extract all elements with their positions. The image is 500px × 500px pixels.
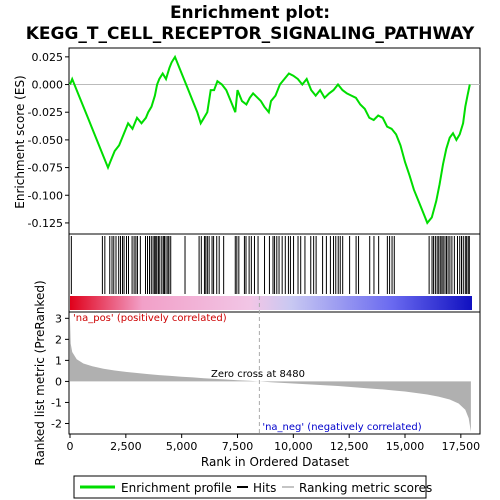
zero-cross-label: Zero cross at 8480	[211, 369, 305, 380]
x-axis-label: Rank in Ordered Dataset	[201, 455, 349, 469]
legend-metric-label: Ranking metric scores	[299, 481, 432, 495]
metric-panel-frame	[68, 311, 481, 435]
es-y-tick-label: 0.000	[32, 79, 64, 92]
positive-correlation-label: 'na_pos' (positively correlated)	[73, 313, 227, 324]
metric-y-tick-label: 3	[55, 312, 62, 325]
metric-y-axis: 3 2 1 0 -1 -2	[51, 312, 69, 430]
metric-y-tick-label: 1	[55, 354, 62, 367]
metric-y-tick-label: -1	[51, 396, 62, 409]
x-tick-label: 10,000	[274, 440, 313, 453]
es-y-tick-label: -0.100	[28, 189, 63, 202]
hits-panel	[68, 233, 481, 313]
legend-hits-label: Hits	[253, 481, 276, 495]
x-tick-label: 7,500	[222, 440, 254, 453]
metric-y-tick-label: -2	[51, 417, 62, 430]
metric-y-tick-label: 0	[55, 375, 62, 388]
es-y-axis: 0.025 0.000 -0.025 -0.050 -0.075 -0.100 -0.125	[28, 51, 69, 230]
legend-enrichment-label: Enrichment profile	[121, 481, 232, 495]
negative-correlation-label: 'na_neg' (negatively correlated)	[262, 422, 421, 433]
metric-y-tick-label: 2	[55, 333, 62, 346]
es-y-tick-label: -0.050	[28, 134, 63, 147]
x-tick-label: 0	[67, 440, 74, 453]
title-line-2: KEGG_T_CELL_RECEPTOR_SIGNALING_PATHWAY	[26, 24, 475, 44]
x-tick-label: 5,000	[166, 440, 198, 453]
es-y-tick-label: -0.025	[28, 106, 63, 119]
metric-panel: 3 2 1 0 -1 -2 'na_pos' (positively correlated…	[51, 296, 481, 435]
hit-lines	[70, 236, 470, 294]
title-line-1: Enrichment plot:	[170, 3, 330, 23]
legend-box	[73, 475, 427, 499]
x-axis: 0 2,500 5,000 7,500 10,000 12,500 15,000 17,500	[67, 434, 481, 453]
x-tick-label: 12,500	[330, 440, 369, 453]
x-tick-label: 2,500	[110, 440, 142, 453]
rank-color-bar	[70, 296, 472, 310]
es-y-tick-label: 0.025	[32, 51, 64, 64]
metric-y-axis-label: Ranked list metric (PreRanked)	[33, 280, 47, 465]
enrichment-profile-line	[69, 54, 471, 225]
x-tick-label: 15,000	[386, 440, 425, 453]
es-y-tick-label: -0.075	[28, 162, 63, 175]
legend: Enrichment profile Hits Ranking metric s…	[73, 475, 432, 499]
x-tick-label: 17,500	[442, 440, 481, 453]
es-y-axis-label: Enrichment score (ES)	[13, 75, 27, 208]
es-panel: 0.025 0.000 -0.025 -0.050 -0.075 -0.100 -0.125	[28, 47, 481, 235]
ranking-metric-area	[70, 320, 471, 432]
es-y-tick-label: -0.125	[28, 217, 63, 230]
